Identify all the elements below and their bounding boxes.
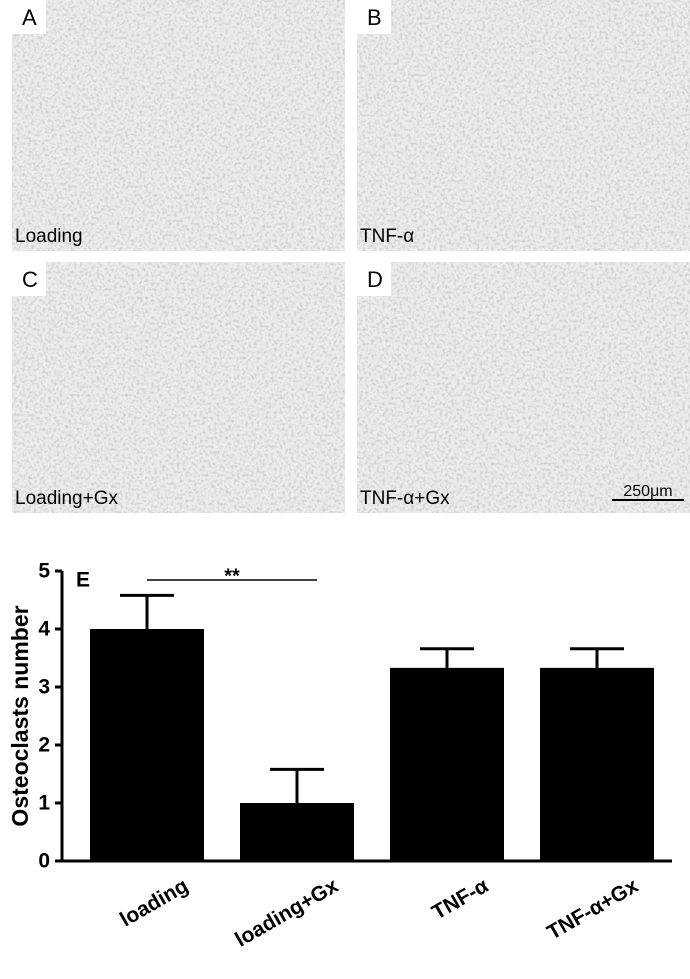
significance-label: ** (224, 565, 240, 587)
panel-caption: Loading+Gx (15, 488, 118, 509)
panel-letter-box (357, 0, 391, 34)
panel-caption: Loading (15, 226, 83, 247)
panel-caption: TNF-α (360, 226, 414, 247)
x-tick-label: loading+Gx (231, 874, 342, 952)
panel-letter: B (367, 5, 382, 30)
panel-letter-box (12, 262, 46, 296)
bar (240, 803, 354, 861)
micrograph-texture (12, 262, 345, 513)
bar (390, 667, 504, 861)
panel-letter-box (12, 0, 46, 34)
y-axis-title: Osteoclasts number (7, 605, 33, 826)
panel-letter: A (22, 5, 37, 30)
y-tick-label: 5 (38, 560, 50, 583)
panel-letter: C (22, 267, 38, 292)
y-tick-label: 2 (38, 734, 50, 757)
panel-caption: TNF-α+Gx (360, 488, 450, 509)
bar (90, 629, 204, 861)
panel-letter: E (76, 569, 90, 592)
x-tick-label: loading (116, 874, 192, 931)
y-tick-label: 0 (38, 850, 50, 873)
panel-letter-box (357, 262, 391, 296)
micrograph-texture (12, 0, 345, 251)
y-tick-label: 1 (38, 792, 50, 815)
panel-letter: D (367, 267, 383, 292)
scale-bar-label: 250μm (623, 483, 672, 500)
x-tick-label: TNF-α+Gx (543, 874, 642, 945)
x-tick-label: TNF-α (428, 874, 492, 924)
micrograph-texture (357, 0, 690, 251)
micrographs: A Loading B TNF-α C Loading+Gx D TNF-α+Gx 250μm (12, 0, 690, 513)
y-tick-label: 3 (38, 676, 50, 699)
y-tick-label: 4 (38, 618, 50, 641)
bar (540, 667, 654, 861)
micrograph-texture (357, 262, 690, 513)
